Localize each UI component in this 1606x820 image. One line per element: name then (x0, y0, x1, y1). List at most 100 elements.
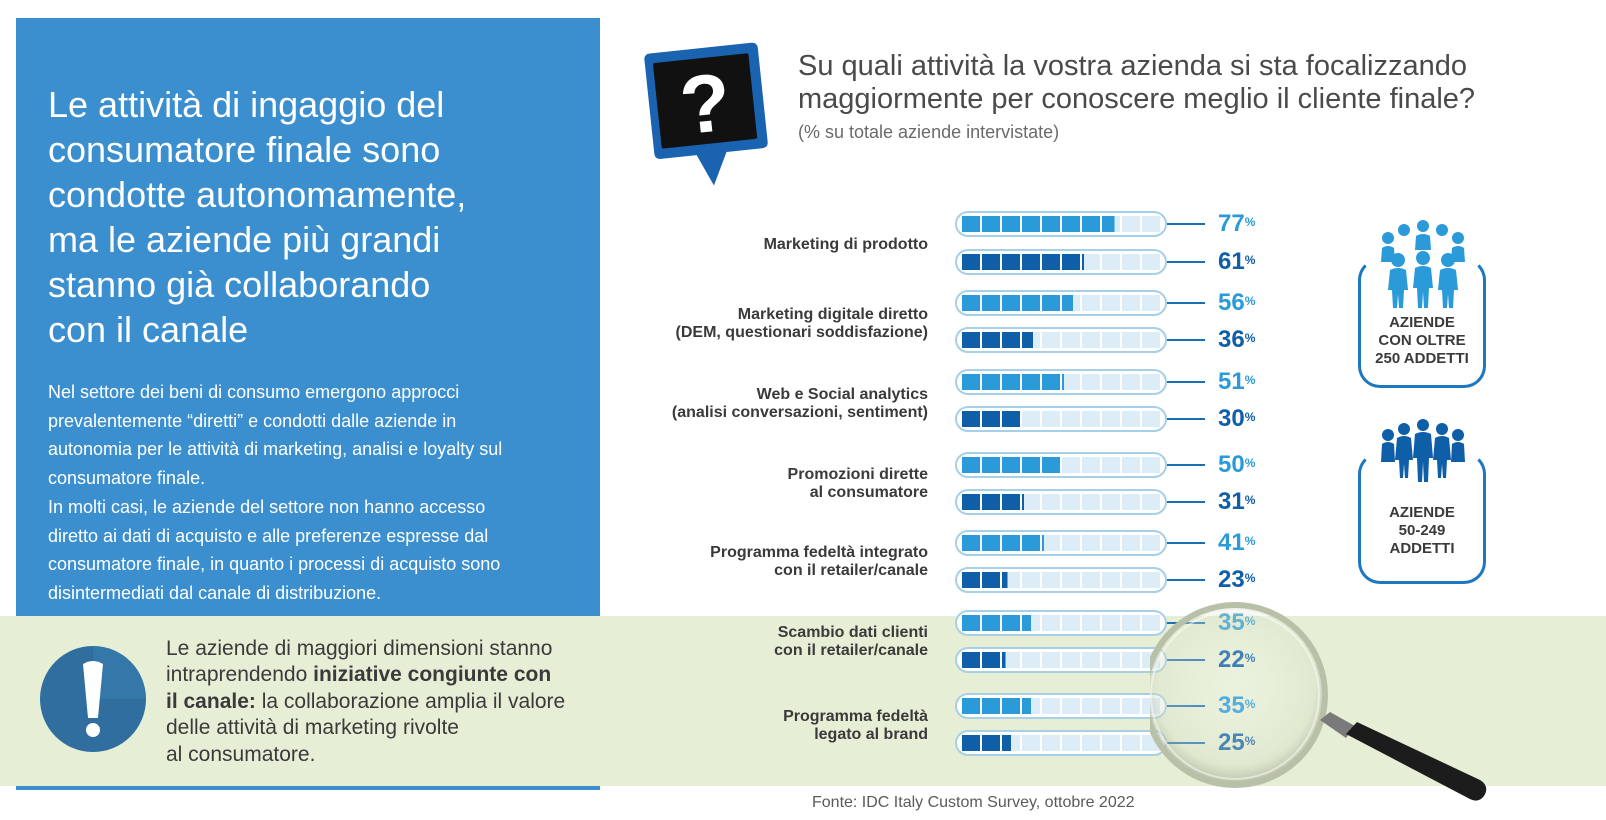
magnifying-glass-icon (1150, 602, 1487, 801)
category-label-line: Marketing di prodotto (763, 236, 928, 253)
panel-underline (16, 786, 600, 790)
bar-segment (1102, 698, 1120, 714)
bar-segment (962, 535, 980, 551)
bar (955, 211, 1167, 237)
bar-connector (1167, 302, 1205, 304)
bar-segment (1082, 735, 1100, 751)
bar-segments (962, 615, 1160, 631)
body-line: autonomia per le attività di marketing, … (48, 439, 503, 460)
bar-segments (962, 295, 1160, 311)
exclamation-icon (40, 646, 146, 752)
category-label: Web e Social analytics (analisi conversaz… (628, 386, 928, 422)
bar-segment (982, 572, 1000, 588)
bar (955, 647, 1167, 673)
bar-segment (1122, 572, 1140, 588)
bar-segment (1022, 295, 1040, 311)
bar-segment (1062, 254, 1080, 270)
bar (955, 693, 1167, 719)
group-label-line: 250 ADDETTI (1375, 350, 1469, 367)
body-line: consumatore finale, in quanto i processi… (48, 554, 501, 575)
bar-segments (962, 735, 1160, 751)
bar-segments (962, 216, 1160, 232)
bar-segment (1022, 254, 1040, 270)
group-label-large: AZIENDE CON OLTRE 250 ADDETTI (1360, 314, 1484, 368)
bar-segment (1082, 216, 1100, 232)
bar-segment (962, 572, 980, 588)
bar-segment (1102, 374, 1120, 390)
bar-segment (982, 457, 1000, 473)
bar (955, 489, 1167, 515)
body-line: diretto ai dati di acquisto e alle prefe… (48, 525, 489, 546)
bar-segment (1062, 374, 1080, 390)
bar-segments (962, 332, 1160, 348)
bar-segment (1082, 615, 1100, 631)
bar-segment (1142, 374, 1160, 390)
bar-segment (1022, 457, 1040, 473)
bar-segment (962, 652, 980, 668)
bar-segment (1102, 494, 1120, 510)
value-label: 30% (1218, 405, 1255, 433)
bar-segment (1122, 374, 1140, 390)
callout-plain: la collaborazione amplia il valore (255, 689, 566, 713)
value-number: 30 (1218, 405, 1245, 432)
bar-segment (982, 494, 1000, 510)
body-line: disintermediati dal canale di distribuzi… (48, 582, 382, 603)
callout-bold: il canale: (166, 689, 256, 713)
people-group-small-icon (1381, 419, 1465, 482)
intro-body: Nel settore dei beni di consumo emergono… (48, 378, 588, 608)
bar-segment (982, 735, 1000, 751)
bar-segment (1082, 494, 1100, 510)
body-line: prevalentemente “diretti” e condotti dal… (48, 410, 457, 431)
bar-segment (1082, 457, 1100, 473)
bar-segment (1002, 374, 1020, 390)
bar-segment (982, 374, 1000, 390)
bar-segment (1022, 374, 1040, 390)
category-label-line: (DEM, questionari soddisfazione) (675, 324, 928, 341)
bar-segment (1062, 295, 1080, 311)
value-label: 51% (1218, 368, 1255, 396)
category-label-line: Marketing digitale diretto (737, 306, 928, 323)
question-title-line: maggiormente per conoscere meglio il cli… (798, 83, 1476, 115)
value-unit: % (1244, 456, 1256, 470)
value-unit: % (1244, 534, 1256, 548)
value-number: 51 (1218, 368, 1245, 395)
bar-segment (962, 374, 980, 390)
bar-segment (962, 332, 980, 348)
bar-segment (1002, 332, 1020, 348)
body-line: consumatore finale. (48, 468, 206, 489)
bar-segment (1082, 411, 1100, 427)
value-unit: % (1244, 294, 1256, 308)
intro-panel (16, 18, 600, 616)
value-label: 61% (1218, 248, 1255, 276)
bar-segment (1122, 254, 1140, 270)
bar-segment (982, 535, 1000, 551)
bar-segment (1142, 457, 1160, 473)
bar-segment (1042, 572, 1060, 588)
bar-connector (1167, 418, 1205, 420)
bar-segment (1102, 735, 1120, 751)
bar-connector (1167, 223, 1205, 225)
bar-segment (1142, 572, 1160, 588)
bar-segments (962, 494, 1160, 510)
category-label-line: con il retailer/canale (774, 642, 928, 659)
bar-connector (1167, 381, 1205, 383)
bar-segment (1102, 572, 1120, 588)
value-number: 56 (1218, 289, 1245, 316)
bar-segment (982, 411, 1000, 427)
callout-line: il canale: la collaborazione amplia il v… (166, 689, 586, 715)
value-unit: % (1244, 571, 1256, 585)
bar-segment (1042, 411, 1060, 427)
group-label-line: 50-249 (1398, 522, 1446, 539)
bar-segment (1042, 652, 1060, 668)
bar-segment (1082, 535, 1100, 551)
value-unit: % (1244, 215, 1256, 229)
group-label-line: AZIENDE (1389, 504, 1455, 521)
bar-segment (1022, 698, 1040, 714)
value-label: 77% (1218, 210, 1255, 238)
body-line: In molti casi, le aziende del settore no… (48, 496, 486, 517)
question-title: Su quali attività la vostra azienda si s… (798, 50, 1518, 116)
bar-segment (1122, 332, 1140, 348)
bar-segment (982, 216, 1000, 232)
group-label-line: CON OLTRE (1378, 332, 1466, 349)
bar-segment (1022, 494, 1040, 510)
